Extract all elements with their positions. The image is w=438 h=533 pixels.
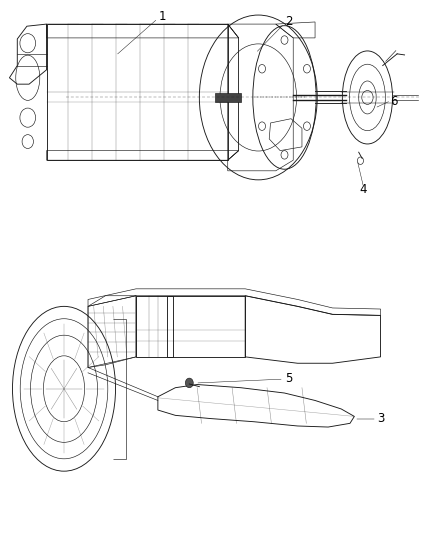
Text: 1: 1 xyxy=(159,10,166,23)
Bar xyxy=(215,93,241,102)
Text: 3: 3 xyxy=(377,411,384,424)
Text: 4: 4 xyxy=(359,183,367,196)
Text: 2: 2 xyxy=(285,15,293,28)
Text: 6: 6 xyxy=(390,95,397,108)
Text: 5: 5 xyxy=(285,372,293,385)
Circle shape xyxy=(185,378,193,387)
